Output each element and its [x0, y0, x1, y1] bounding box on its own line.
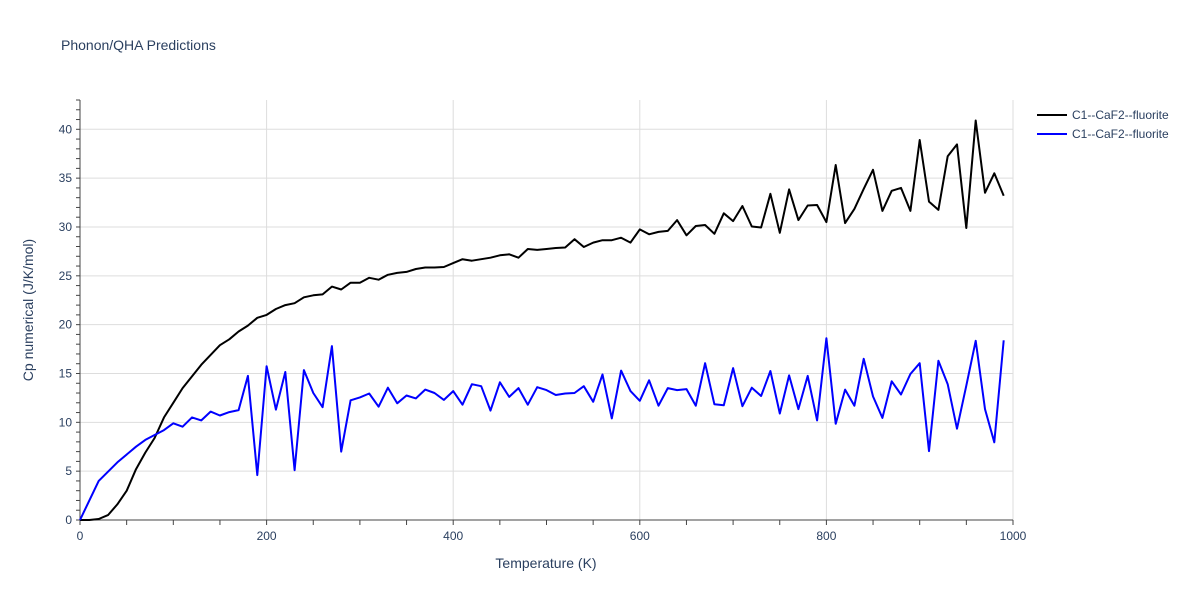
series-line-0[interactable]: [80, 119, 1005, 521]
legend-label-1: C1--CaF2--fluorite: [1072, 127, 1169, 141]
y-tick-label: 20: [59, 318, 73, 332]
legend-label-0: C1--CaF2--fluorite: [1072, 108, 1169, 122]
legend-item-1[interactable]: C1--CaF2--fluorite: [1037, 127, 1169, 141]
x-tick-label: 0: [77, 529, 84, 543]
y-tick-label: 30: [59, 220, 73, 234]
y-tick-label: 10: [59, 415, 73, 429]
x-tick-label: 1000: [1000, 529, 1027, 543]
y-tick-label: 40: [59, 122, 73, 136]
y-tick-label: 25: [59, 269, 73, 283]
x-tick-label: 400: [443, 529, 463, 543]
chart-title: Phonon/QHA Predictions: [61, 37, 216, 53]
y-tick-label: 0: [65, 513, 72, 527]
x-tick-label: 200: [257, 529, 277, 543]
grid: [80, 100, 1014, 520]
legend[interactable]: C1--CaF2--fluorite C1--CaF2--fluorite: [1037, 108, 1169, 141]
y-tick-label: 15: [59, 366, 73, 380]
x-axis-title: Temperature (K): [495, 555, 596, 571]
x-tick-label: 800: [816, 529, 836, 543]
y-tick-label: 35: [59, 171, 73, 185]
series: [79, 119, 1005, 521]
series-line-1[interactable]: [79, 337, 1005, 521]
y-axis-title: Cp numerical (J/K/mol): [20, 239, 36, 381]
axes: [79, 100, 1013, 521]
y-tick-label: 5: [65, 464, 72, 478]
legend-item-0[interactable]: C1--CaF2--fluorite: [1037, 108, 1169, 122]
x-ticks: 0 200 400 600 800 1000: [77, 520, 1027, 543]
y-ticks: 0 5 10 15 20 25 30 35 40: [59, 99, 80, 527]
x-tick-label: 600: [630, 529, 650, 543]
